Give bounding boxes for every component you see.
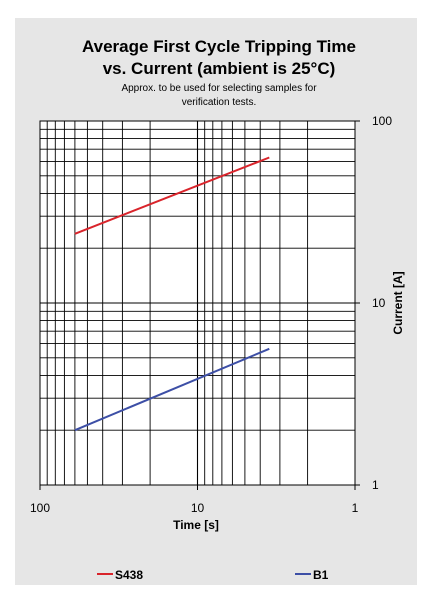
chart-title-line-2: vs. Current (ambient is 25°C)	[103, 59, 336, 78]
x-axis-label: Time [s]	[173, 518, 219, 532]
series-line-s438	[74, 156, 270, 235]
y-axis-label: Current [A]	[391, 271, 405, 334]
y-tick-label-1: 1	[372, 478, 379, 492]
chart-title-line-1: Average First Cycle Tripping Time	[82, 37, 356, 56]
data-series	[74, 156, 270, 432]
x-tick-label-100: 100	[30, 501, 50, 515]
grid-lines	[39, 120, 360, 490]
chart-subtitle-line-1: Approx. to be used for selecting samples…	[121, 83, 317, 94]
series-line-b1	[74, 347, 270, 432]
legend-label-s438: S438	[115, 568, 143, 582]
x-tick-label-10: 10	[191, 501, 205, 515]
y-tick-label-100: 100	[372, 114, 392, 128]
chart-subtitle-line-2: verification tests.	[182, 97, 256, 108]
y-tick-label-10: 10	[372, 296, 386, 310]
x-tick-label-1: 1	[352, 501, 359, 515]
legend-label-b1: B1	[313, 568, 329, 582]
